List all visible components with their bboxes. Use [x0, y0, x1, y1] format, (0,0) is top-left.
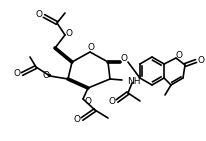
Text: O: O	[84, 96, 91, 105]
Text: O: O	[42, 71, 49, 81]
Text: O: O	[120, 55, 127, 63]
Text: NH: NH	[126, 77, 140, 85]
Text: O: O	[35, 10, 42, 19]
Text: O: O	[197, 57, 204, 66]
Text: O: O	[108, 96, 115, 105]
Text: O: O	[65, 29, 72, 38]
Text: O: O	[13, 70, 20, 79]
Text: O: O	[73, 114, 80, 124]
Text: O: O	[175, 51, 182, 60]
Text: O: O	[87, 44, 94, 52]
